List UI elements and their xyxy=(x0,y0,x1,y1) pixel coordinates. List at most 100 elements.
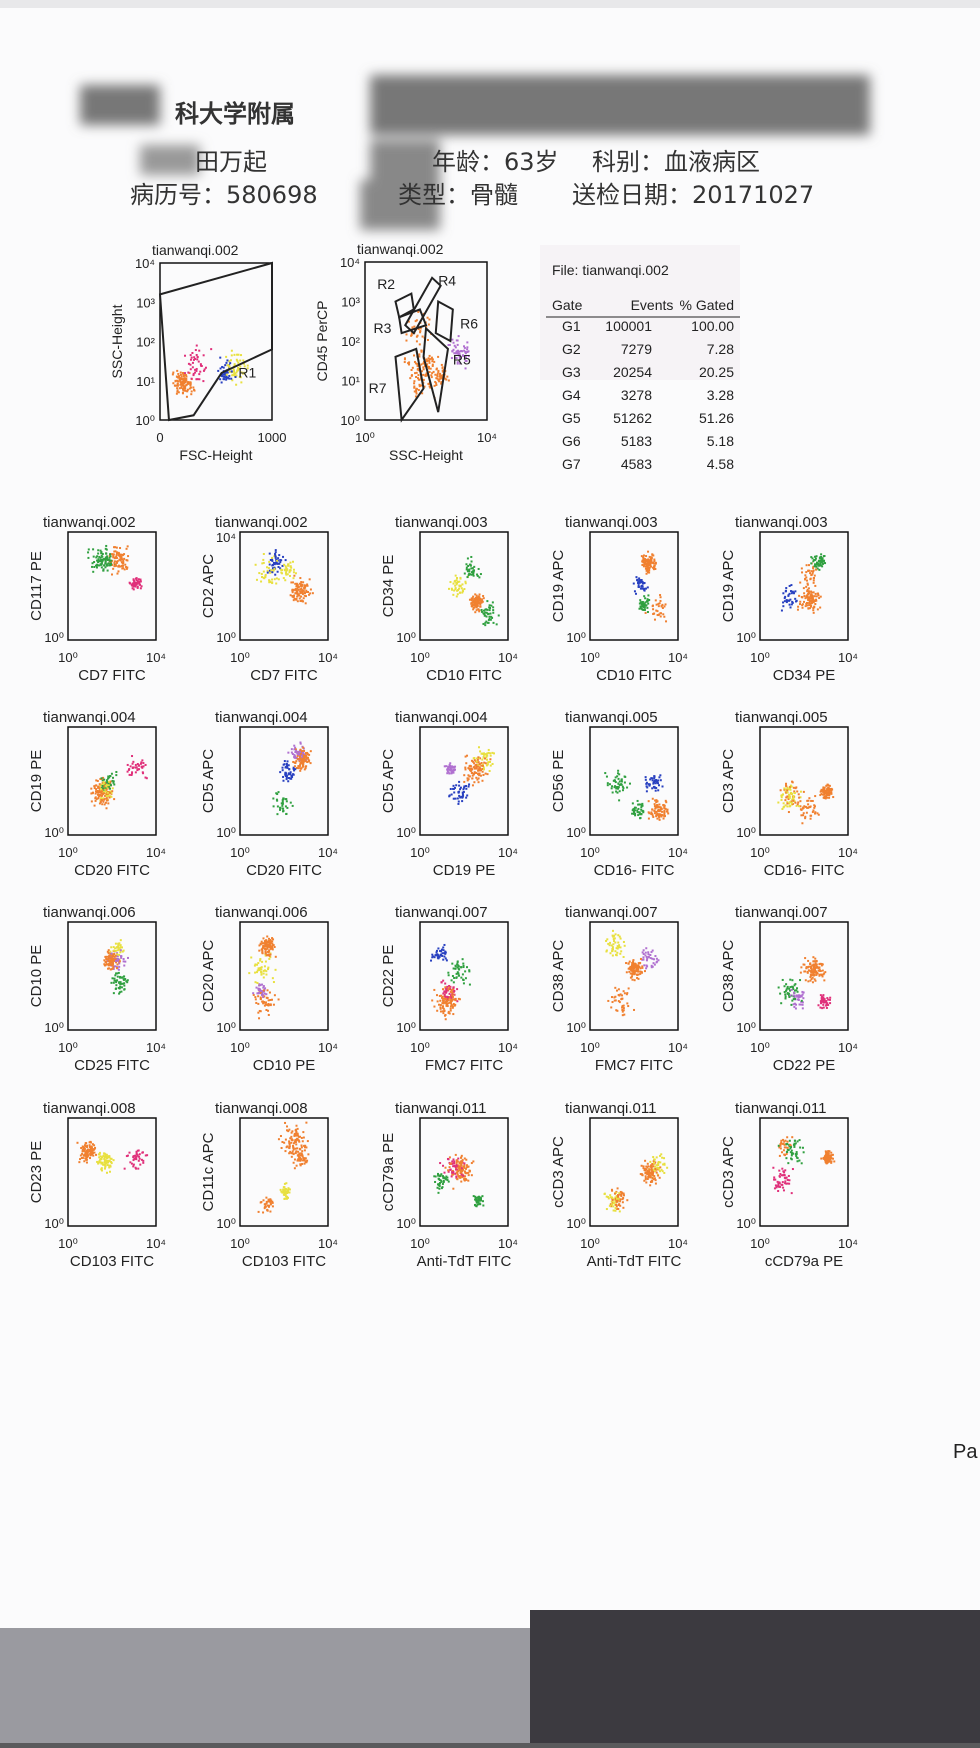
event-dot xyxy=(256,982,258,984)
event-dot xyxy=(422,336,424,338)
event-dot xyxy=(303,760,305,762)
event-dot xyxy=(465,1178,467,1180)
event-dot xyxy=(286,1129,288,1131)
event-dot xyxy=(452,1007,454,1009)
y-tick-label: 10⁰ xyxy=(736,630,756,645)
event-dot xyxy=(812,956,814,958)
event-dot xyxy=(824,998,826,1000)
plot-title: tianwanqi.004 xyxy=(215,709,308,726)
event-dot xyxy=(413,387,415,389)
event-dot xyxy=(263,990,265,992)
event-dot xyxy=(607,1196,609,1198)
event-dot xyxy=(474,611,476,613)
x-axis-label: CD19 PE xyxy=(433,862,496,879)
event-dot xyxy=(117,945,119,947)
event-dot xyxy=(643,588,645,590)
event-dot xyxy=(184,372,186,374)
event-dot xyxy=(230,378,232,380)
event-dot xyxy=(620,938,622,940)
event-dot xyxy=(242,359,244,361)
event-dot xyxy=(413,382,415,384)
event-dot xyxy=(794,598,796,600)
y-axis-label: CD10 PE xyxy=(28,945,45,1008)
event-dot xyxy=(286,777,288,779)
event-dot xyxy=(294,1135,296,1137)
event-dot xyxy=(292,1150,294,1152)
event-dot xyxy=(257,962,259,964)
event-dot xyxy=(645,947,647,949)
event-dot xyxy=(807,972,809,974)
event-dot xyxy=(665,603,667,605)
event-dot xyxy=(788,996,790,998)
event-dot xyxy=(488,622,490,624)
event-dot xyxy=(302,1159,304,1161)
event-dot xyxy=(179,387,181,389)
event-dot xyxy=(816,812,818,814)
event-dot xyxy=(115,980,117,982)
event-dot xyxy=(445,957,447,959)
event-dot xyxy=(457,1158,459,1160)
event-dot xyxy=(123,553,125,555)
event-dot xyxy=(172,372,174,374)
event-dot xyxy=(789,805,791,807)
event-dot xyxy=(621,778,623,780)
event-dot xyxy=(637,814,639,816)
event-dot xyxy=(92,548,94,550)
event-dot xyxy=(656,961,658,963)
event-dot xyxy=(292,1147,294,1149)
event-dot xyxy=(120,955,122,957)
event-dot xyxy=(115,960,117,962)
event-dot xyxy=(135,764,137,766)
event-dot xyxy=(270,569,272,571)
x-tick-label: 10⁴ xyxy=(838,1040,858,1055)
plot-title: tianwanqi.002 xyxy=(215,514,308,531)
x-tick-label: 10⁴ xyxy=(318,650,338,665)
event-dot xyxy=(183,386,185,388)
event-dot xyxy=(285,766,287,768)
event-dot xyxy=(643,1165,645,1167)
x-tick-label: 10⁰ xyxy=(750,650,770,665)
event-dot xyxy=(814,795,816,797)
event-dot xyxy=(648,811,650,813)
event-dot xyxy=(115,943,117,945)
event-dot xyxy=(411,326,413,328)
event-dot xyxy=(445,765,447,767)
event-dot xyxy=(269,1201,271,1203)
event-dot xyxy=(302,747,304,749)
event-dot xyxy=(290,594,292,596)
event-dot xyxy=(616,1198,618,1200)
event-dot xyxy=(183,387,185,389)
event-dot xyxy=(296,1139,298,1141)
event-dot xyxy=(805,586,807,588)
x-axis-label: CD10 FITC xyxy=(426,667,502,684)
event-dot xyxy=(467,565,469,567)
event-dot xyxy=(810,600,812,602)
event-dot xyxy=(272,977,274,979)
event-dot xyxy=(612,1001,614,1003)
event-dot xyxy=(650,1169,652,1171)
event-dot xyxy=(112,787,114,789)
event-dot xyxy=(273,568,275,570)
event-dot xyxy=(641,1165,643,1167)
event-dot xyxy=(482,1200,484,1202)
event-dot xyxy=(442,1175,444,1177)
event-dot xyxy=(113,798,115,800)
event-dot xyxy=(827,784,829,786)
event-dot xyxy=(641,965,643,967)
event-dot xyxy=(793,795,795,797)
event-dot xyxy=(462,793,464,795)
y-tick-label: 10⁰ xyxy=(396,1216,416,1231)
event-dot xyxy=(636,974,638,976)
event-dot xyxy=(452,987,454,989)
event-dot xyxy=(261,950,263,952)
event-dot xyxy=(433,361,435,363)
event-dot xyxy=(452,1013,454,1015)
event-dot xyxy=(818,560,820,562)
event-dot xyxy=(253,994,255,996)
event-dot xyxy=(225,379,227,381)
event-dot xyxy=(822,1000,824,1002)
event-dot xyxy=(779,993,781,995)
event-dot xyxy=(304,587,306,589)
event-dot xyxy=(417,374,419,376)
event-dot xyxy=(810,970,812,972)
